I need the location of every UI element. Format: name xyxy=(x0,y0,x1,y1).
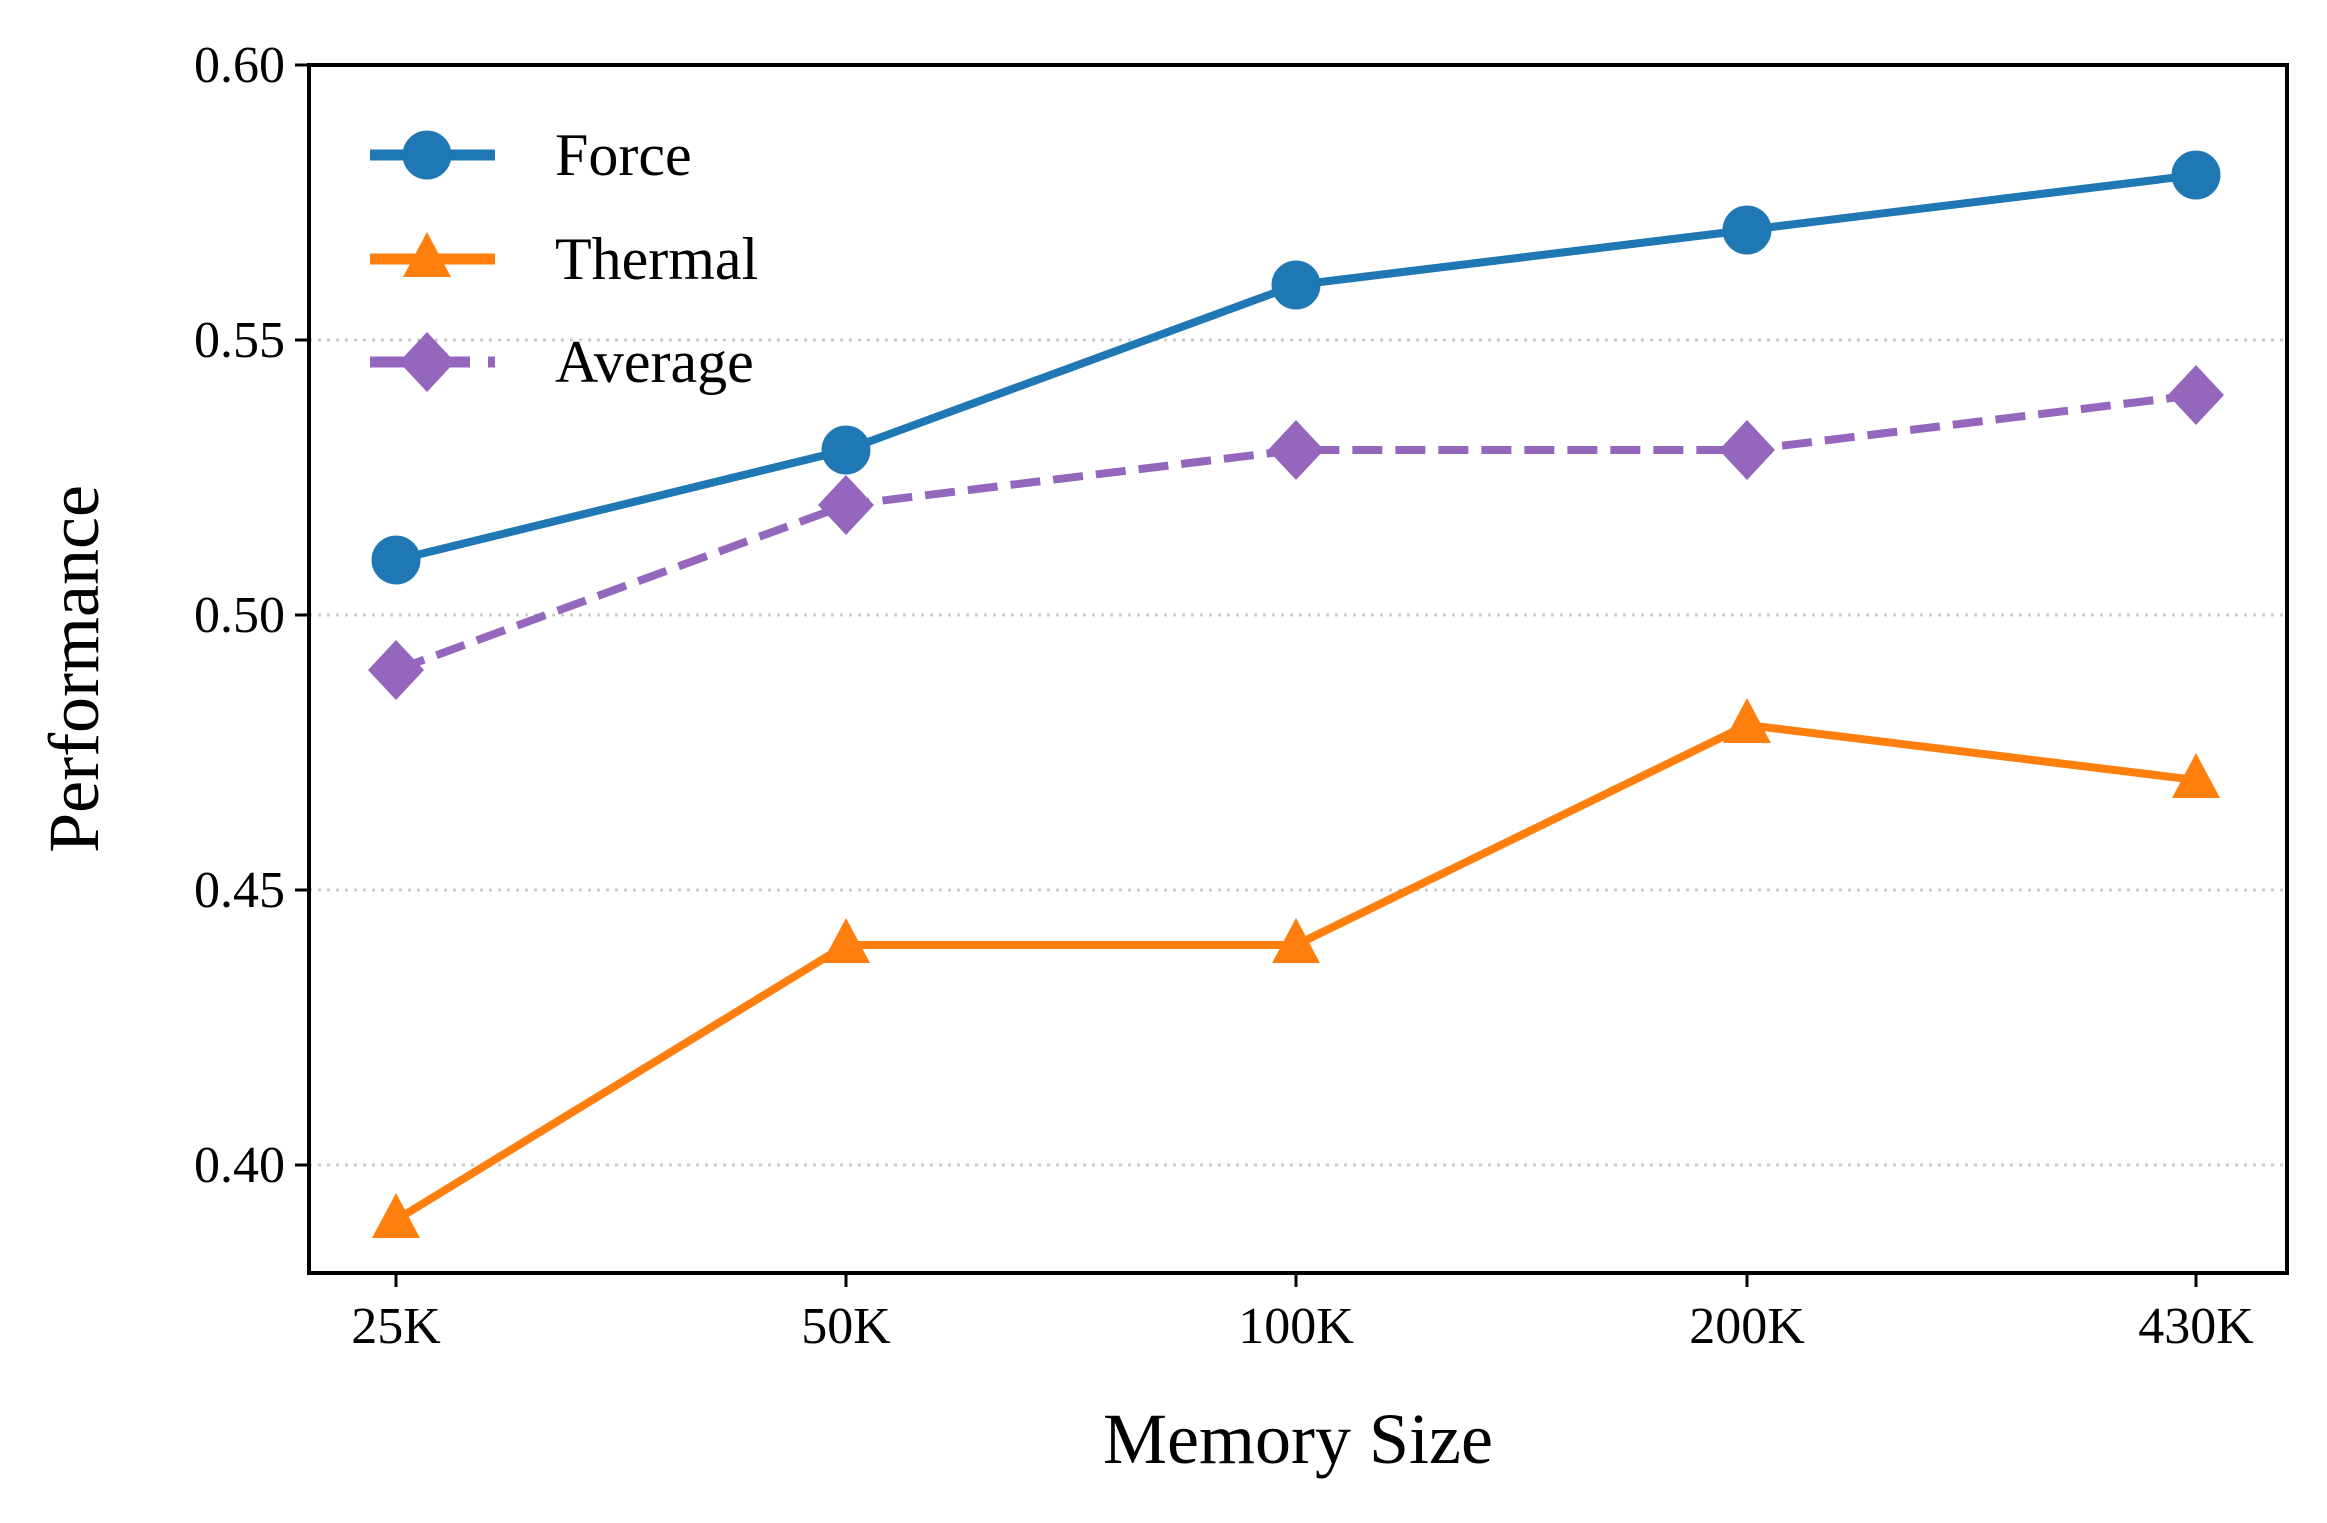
y-tick-label: 0.60 xyxy=(194,37,285,94)
data-point-average xyxy=(368,640,424,700)
series-group xyxy=(368,150,2224,1238)
data-point-force xyxy=(2171,150,2221,200)
x-tick-label: 50K xyxy=(801,1298,891,1355)
legend-label-thermal: Thermal xyxy=(555,226,758,292)
data-point-force xyxy=(1722,205,1772,255)
data-point-force xyxy=(371,535,421,585)
data-point-thermal xyxy=(1723,698,1771,743)
data-point-thermal xyxy=(1272,918,1320,963)
legend-marker-average xyxy=(399,332,455,392)
legend-marker-force xyxy=(402,130,452,180)
legend-label-average: Average xyxy=(555,329,754,395)
data-point-average xyxy=(818,475,874,535)
legend-marker-thermal xyxy=(403,232,451,277)
data-point-force xyxy=(1271,260,1321,310)
legend: Force Thermal Average xyxy=(370,122,758,395)
series-line-thermal xyxy=(393,720,2197,1224)
y-tick-label: 0.45 xyxy=(194,862,285,919)
x-tick-label: 25K xyxy=(351,1298,441,1355)
x-tick-label: 430K xyxy=(2138,1298,2254,1355)
ticks: 0.40 0.45 0.50 0.55 0.60 25K 50K 100K 200K 430K xyxy=(194,37,2254,1355)
x-tick-label: 200K xyxy=(1689,1298,1805,1355)
data-point-thermal xyxy=(2172,753,2220,798)
y-tick-label: 0.40 xyxy=(194,1137,285,1194)
x-axis-label: Memory Size xyxy=(1103,1399,1493,1479)
data-point-thermal xyxy=(372,1193,420,1238)
x-tick-label: 100K xyxy=(1238,1298,1354,1355)
data-point-average xyxy=(2168,365,2224,425)
y-tick-label: 0.55 xyxy=(194,312,285,369)
data-point-force xyxy=(821,425,871,475)
data-point-thermal xyxy=(822,918,870,963)
legend-label-force: Force xyxy=(555,122,692,188)
plot-frame xyxy=(307,63,2289,1275)
y-tick-label: 0.50 xyxy=(194,587,285,644)
data-point-average xyxy=(1268,420,1324,480)
data-point-average xyxy=(1719,420,1775,480)
y-axis-label: Performance xyxy=(34,485,114,853)
